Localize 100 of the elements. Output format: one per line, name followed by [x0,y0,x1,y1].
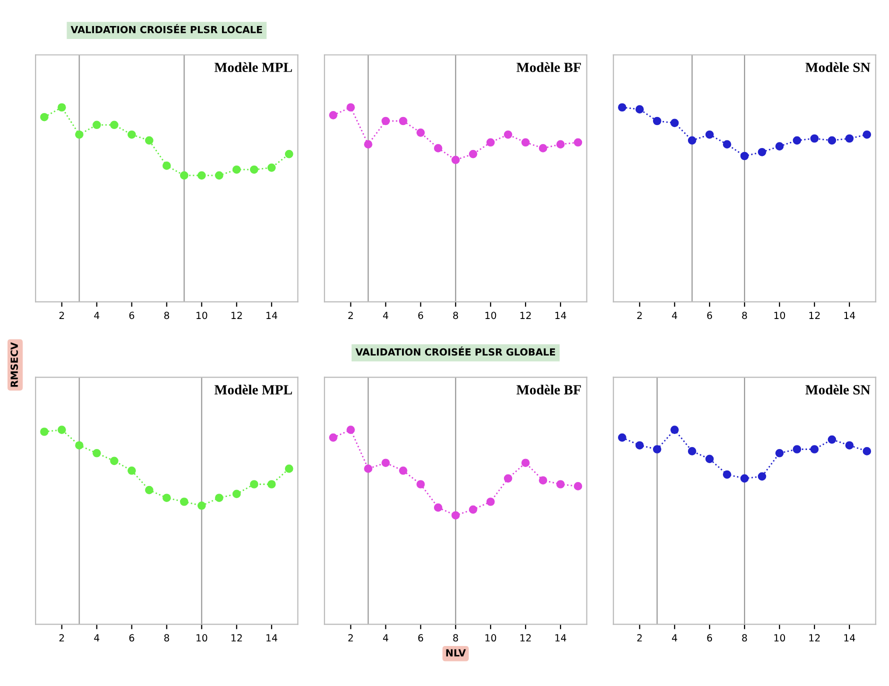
x-tick-label: 6 [707,312,712,320]
point [162,162,171,170]
point [740,152,749,160]
chart-title: Modèle BF [516,62,581,72]
point [810,134,819,143]
point [214,171,224,180]
point [232,165,241,174]
x-tick-label: 4 [672,312,678,319]
x-tick-label: 12 [520,634,531,642]
point [145,486,154,494]
point [232,490,241,498]
point [451,511,460,520]
x-tick-label: 14 [555,312,566,319]
x-tick-label: 12 [809,312,820,319]
point [382,116,390,126]
point [722,470,732,479]
x-tick-label: 10 [485,312,496,320]
point [180,171,188,180]
x-tick-label: 4 [94,634,100,642]
point [758,472,766,481]
x-tick-label: 12 [232,634,242,642]
x-tick-label: 10 [485,634,496,642]
x-tick-label: 14 [844,634,856,642]
point [845,134,854,143]
point [504,130,512,139]
point [486,498,495,506]
text: VALIDATION CROISÉE PLSR LOCALE [70,24,262,34]
point [364,464,372,473]
point [250,165,258,174]
point [434,503,442,512]
x-tick-label: 4 [383,634,388,642]
point [250,480,258,488]
x-tick-label: 14 [555,634,566,642]
point [40,428,48,436]
x-tick-label: 4 [383,312,388,319]
x-tick-label: 6 [129,312,134,320]
point [722,140,732,148]
point [75,441,84,450]
x-tick-label: 8 [742,634,747,642]
x-tick-label: 12 [809,634,820,642]
point [486,138,495,147]
x-tick-label: 2 [348,312,353,319]
point [329,433,338,442]
point [451,156,460,164]
point [775,448,784,458]
point [574,138,582,147]
point [40,112,48,122]
x-tick-label: 6 [707,634,712,642]
point [775,142,784,150]
point [828,136,836,145]
x-axis-title: NLV [446,649,466,656]
point [267,164,276,172]
x-tick-label: 10 [196,634,208,642]
point [705,130,714,139]
point [652,445,662,454]
point [284,464,294,473]
point [574,482,582,490]
x-tick-label: 12 [232,312,242,319]
point [845,441,854,450]
point [810,445,819,454]
text: VALIDATION CROISÉE PLSR GLOBALE [356,346,556,356]
point [197,501,206,510]
point [128,466,136,475]
point [792,445,802,454]
point [346,426,355,434]
x-tick-label: 2 [59,312,64,319]
point [58,103,66,112]
point [652,116,662,126]
point [556,480,565,488]
point [635,441,644,450]
point [110,120,118,130]
x-tick-label: 2 [637,312,642,319]
chart-title: Modèle SN [805,384,870,394]
x-tick-label: 2 [59,634,64,642]
point [267,480,276,488]
point [92,120,101,130]
point [521,458,530,468]
x-tick-label: 8 [164,634,170,642]
point [468,150,478,158]
x-tick-label: 14 [844,312,856,319]
point [398,116,408,126]
point [468,505,478,514]
point [58,426,66,434]
point [329,110,338,120]
point [862,130,872,139]
point [416,128,425,137]
point [180,498,188,506]
point [618,433,626,442]
point [128,130,136,139]
point [504,474,512,483]
x-tick-label: 4 [672,634,678,642]
x-tick-label: 8 [453,312,458,320]
x-tick-label: 6 [418,634,424,642]
point [197,171,206,180]
point [145,136,154,145]
point [382,458,390,468]
point [110,456,118,466]
point [618,103,626,112]
point [521,138,530,147]
x-tick-label: 4 [94,312,100,319]
